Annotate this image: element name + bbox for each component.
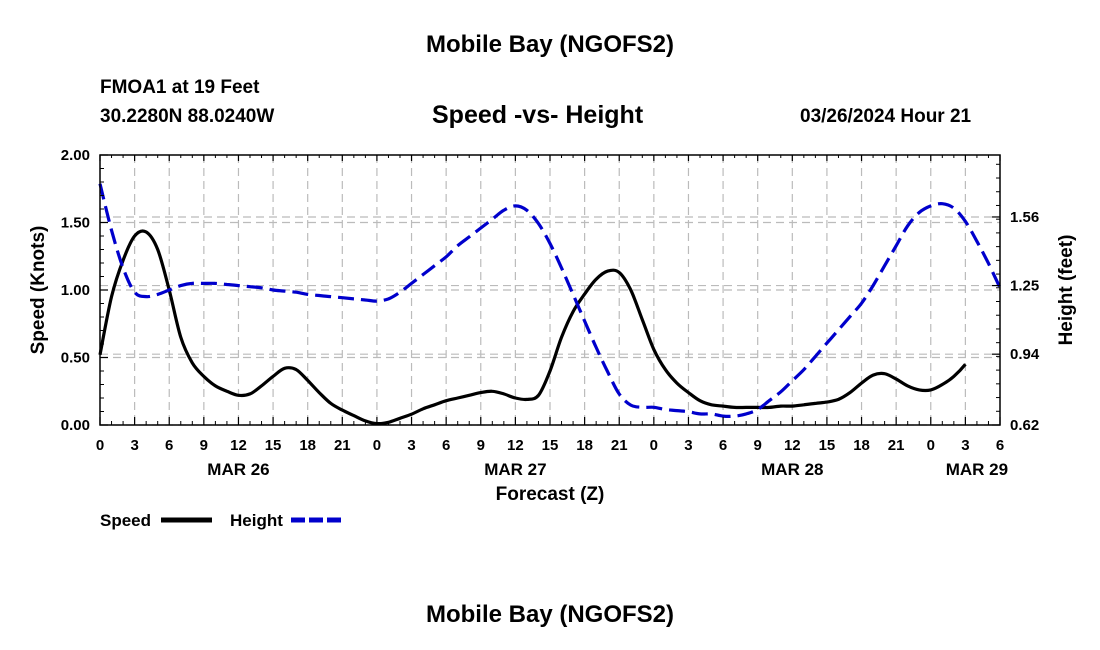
x-tick-label: 15 xyxy=(542,437,559,454)
grid xyxy=(100,155,1000,426)
legend-height-label: Height xyxy=(230,511,283,530)
x-tick-label: 3 xyxy=(407,437,415,454)
date-label: MAR 29 xyxy=(946,460,1008,479)
date-label: MAR 28 xyxy=(761,460,823,479)
date-label: MAR 26 xyxy=(207,460,269,479)
x-tick-label: 6 xyxy=(165,437,173,454)
y-tick-label: 1.00 xyxy=(61,282,90,299)
x-tick-label: 0 xyxy=(650,437,658,454)
x-tick-label: 12 xyxy=(784,437,801,454)
x-tick-label: 12 xyxy=(507,437,524,454)
x-tick-label: 12 xyxy=(230,437,247,454)
y-tick-label: 2.00 xyxy=(61,147,90,164)
forecast-datetime: 03/26/2024 Hour 21 xyxy=(800,106,972,127)
footer-title: Mobile Bay (NGOFS2) xyxy=(425,601,675,628)
axes: 0 3 6 9 12 15 18 21 0 3 6 9 12 15 18 21 0 3 6 9 12 15 18 21 0 3 6 M… xyxy=(61,147,1040,479)
y-tick-label: 1.50 xyxy=(61,215,90,232)
y-axis-label: Speed (Knots) xyxy=(28,226,49,355)
y-tick-label: 0.50 xyxy=(61,350,90,367)
x-tick-label: 3 xyxy=(130,437,138,454)
x-tick-label: 0 xyxy=(373,437,381,454)
x-tick-label: 0 xyxy=(96,437,104,454)
legend-speed-label: Speed xyxy=(100,511,151,530)
x-tick-label: 0 xyxy=(927,437,935,454)
series-layer xyxy=(98,183,1002,426)
x-tick-label: 6 xyxy=(996,437,1004,454)
y2-axis-label: Height (feet) xyxy=(1056,235,1077,346)
y2-tick-label: 1.56 xyxy=(1010,209,1039,226)
x-tick-label: 9 xyxy=(477,437,485,454)
x-tick-label: 21 xyxy=(888,437,905,454)
x-tick-label: 18 xyxy=(299,437,316,454)
height-series-line xyxy=(98,183,1002,418)
date-label: MAR 27 xyxy=(484,460,546,479)
speed-series-line xyxy=(98,229,967,426)
x-tick-label: 15 xyxy=(819,437,836,454)
legend: Speed Height xyxy=(100,511,342,530)
y2-tick-label: 0.62 xyxy=(1010,417,1039,434)
x-tick-label: 3 xyxy=(961,437,969,454)
x-tick-label: 6 xyxy=(442,437,450,454)
x-tick-label: 21 xyxy=(611,437,628,454)
x-tick-label: 9 xyxy=(200,437,208,454)
x-tick-label: 21 xyxy=(334,437,351,454)
x-tick-label: 15 xyxy=(265,437,282,454)
x-tick-label: 3 xyxy=(684,437,692,454)
x-tick-label: 9 xyxy=(754,437,762,454)
station-coordinates: 30.2280N 88.0240W xyxy=(100,106,275,127)
chart-title: Mobile Bay (NGOFS2) xyxy=(425,31,675,58)
x-axis-label: Forecast (Z) xyxy=(496,484,605,505)
x-tick-label: 6 xyxy=(719,437,727,454)
y-tick-label: 0.00 xyxy=(61,417,90,434)
x-tick-label: 18 xyxy=(576,437,593,454)
station-label: FMOA1 at 19 Feet xyxy=(100,77,260,98)
x-tick-label: 18 xyxy=(853,437,870,454)
y2-tick-label: 1.25 xyxy=(1010,278,1039,295)
chart-subtitle: Speed -vs- Height xyxy=(432,101,644,129)
y2-tick-label: 0.94 xyxy=(1010,346,1040,363)
